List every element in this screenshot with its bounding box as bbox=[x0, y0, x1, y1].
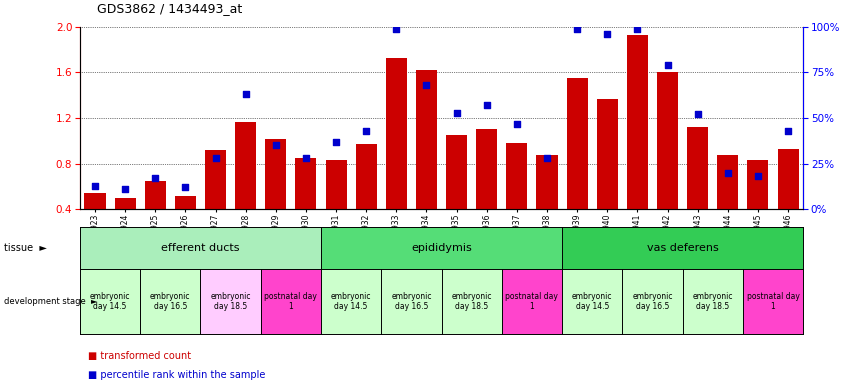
Bar bbox=[567, 78, 588, 209]
Text: embryonic
day 14.5: embryonic day 14.5 bbox=[572, 292, 612, 311]
Point bbox=[389, 26, 403, 32]
Text: development stage  ►: development stage ► bbox=[4, 297, 98, 306]
Text: ■ percentile rank within the sample: ■ percentile rank within the sample bbox=[88, 370, 266, 380]
Text: postnatal day
1: postnatal day 1 bbox=[747, 292, 800, 311]
Bar bbox=[325, 160, 346, 209]
Point bbox=[600, 31, 614, 37]
Bar bbox=[597, 99, 618, 209]
Text: embryonic
day 18.5: embryonic day 18.5 bbox=[692, 292, 733, 311]
Bar bbox=[235, 121, 257, 209]
Bar bbox=[265, 139, 286, 209]
Text: embryonic
day 14.5: embryonic day 14.5 bbox=[331, 292, 372, 311]
Text: postnatal day
1: postnatal day 1 bbox=[264, 292, 317, 311]
Text: embryonic
day 18.5: embryonic day 18.5 bbox=[210, 292, 251, 311]
Point bbox=[209, 155, 222, 161]
Point bbox=[239, 91, 252, 98]
Bar bbox=[778, 149, 799, 209]
Point bbox=[119, 186, 132, 192]
Bar bbox=[446, 135, 467, 209]
Bar bbox=[687, 127, 708, 209]
Text: tissue  ►: tissue ► bbox=[4, 243, 47, 253]
Bar bbox=[657, 73, 678, 209]
Bar bbox=[717, 155, 738, 209]
Bar bbox=[205, 150, 226, 209]
Text: vas deferens: vas deferens bbox=[647, 243, 718, 253]
Bar bbox=[295, 158, 316, 209]
Point bbox=[450, 109, 463, 116]
Text: embryonic
day 16.5: embryonic day 16.5 bbox=[632, 292, 673, 311]
Bar bbox=[537, 155, 558, 209]
Text: embryonic
day 16.5: embryonic day 16.5 bbox=[391, 292, 431, 311]
Text: postnatal day
1: postnatal day 1 bbox=[505, 292, 558, 311]
Point bbox=[631, 26, 644, 32]
Bar bbox=[175, 195, 196, 209]
Text: embryonic
day 16.5: embryonic day 16.5 bbox=[150, 292, 191, 311]
Point bbox=[570, 26, 584, 32]
Bar bbox=[386, 58, 407, 209]
Point bbox=[721, 170, 734, 176]
Text: epididymis: epididymis bbox=[411, 243, 472, 253]
Bar bbox=[748, 160, 769, 209]
Point bbox=[420, 82, 433, 88]
Bar bbox=[476, 129, 497, 209]
Bar bbox=[506, 143, 527, 209]
Point bbox=[781, 128, 795, 134]
Point bbox=[691, 111, 705, 118]
Bar bbox=[84, 193, 105, 209]
Point bbox=[178, 184, 192, 190]
Text: ■ transformed count: ■ transformed count bbox=[88, 351, 192, 361]
Bar bbox=[416, 70, 437, 209]
Point bbox=[510, 121, 524, 127]
Bar bbox=[145, 181, 166, 209]
Point bbox=[661, 62, 674, 68]
Point bbox=[540, 155, 553, 161]
Bar bbox=[114, 198, 135, 209]
Bar bbox=[356, 144, 377, 209]
Bar bbox=[627, 35, 648, 209]
Text: efferent ducts: efferent ducts bbox=[161, 243, 240, 253]
Point bbox=[330, 139, 343, 145]
Point bbox=[299, 155, 313, 161]
Point bbox=[149, 175, 162, 181]
Text: embryonic
day 18.5: embryonic day 18.5 bbox=[452, 292, 492, 311]
Point bbox=[480, 102, 494, 108]
Text: GDS3862 / 1434493_at: GDS3862 / 1434493_at bbox=[97, 2, 242, 15]
Point bbox=[88, 182, 102, 189]
Text: embryonic
day 14.5: embryonic day 14.5 bbox=[90, 292, 130, 311]
Point bbox=[269, 142, 283, 149]
Point bbox=[751, 174, 764, 180]
Point bbox=[359, 128, 373, 134]
